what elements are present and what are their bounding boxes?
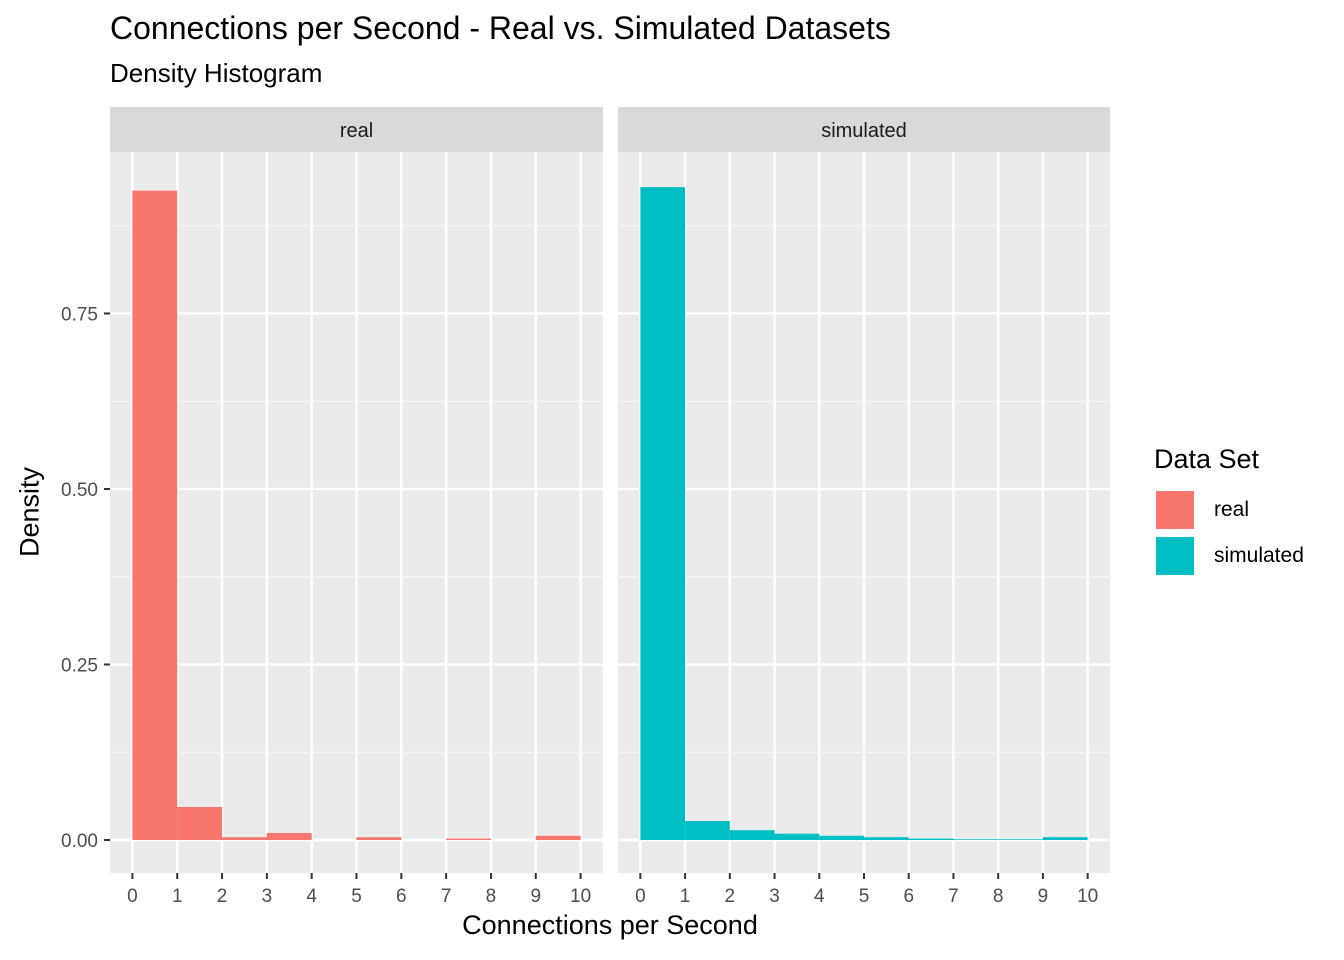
legend-swatch-simulated: [1154, 535, 1196, 577]
x-tick-label: 8: [486, 886, 497, 907]
y-tick-label: 0.50: [61, 480, 98, 501]
x-tick-label: 4: [306, 886, 317, 907]
x-tick-label: 1: [680, 886, 691, 907]
x-tick-label: 1: [172, 886, 183, 907]
facet-strip-real: [110, 107, 603, 152]
bar-simulated: [864, 837, 909, 841]
bar-simulated: [729, 830, 775, 841]
x-tick-label: 6: [903, 886, 914, 907]
y-axis-label: Density: [14, 466, 45, 558]
x-axis-label: Connections per Second: [462, 910, 758, 940]
y-tick-label: 0.00: [61, 831, 98, 852]
y-tick-label: 0.25: [61, 655, 98, 676]
x-tick-label: 0: [635, 886, 646, 907]
facet-strip-label-simulated: simulated: [821, 120, 907, 142]
bar-real: [132, 190, 178, 841]
legend-item-real: real: [1154, 487, 1304, 533]
bar-simulated: [774, 833, 820, 841]
bar-simulated: [953, 839, 999, 841]
bar-real: [535, 835, 581, 841]
bar-simulated: [1042, 837, 1088, 841]
bar-simulated: [685, 821, 730, 841]
facet-strip-label-real: real: [340, 120, 373, 142]
x-tick-label: 4: [814, 886, 825, 907]
legend-title: Data Set: [1154, 444, 1260, 474]
legend-label-simulated: simulated: [1214, 544, 1304, 567]
legend-swatch-real: [1154, 489, 1196, 531]
y-tick-label: 0.75: [61, 304, 98, 325]
x-tick-label: 0: [127, 886, 138, 907]
x-tick-label: 10: [570, 886, 591, 907]
bar-simulated: [640, 187, 686, 841]
x-tick-label: 10: [1077, 886, 1098, 907]
x-tick-label: 3: [262, 886, 273, 907]
x-tick-label: 7: [948, 886, 959, 907]
x-tick-label: 2: [217, 886, 228, 907]
x-tick-label: 9: [530, 886, 541, 907]
x-tick-label: 8: [993, 886, 1004, 907]
x-tick-label: 7: [441, 886, 452, 907]
x-tick-label: 9: [1038, 886, 1049, 907]
facet-strip-simulated: [618, 107, 1110, 152]
bar-real: [222, 837, 267, 841]
legend-label-real: real: [1214, 498, 1250, 521]
legend: Data Set real simulated: [1154, 444, 1304, 579]
x-tick-label: 2: [725, 886, 736, 907]
bar-real: [446, 838, 491, 841]
chart-title: Connections per Second - Real vs. Simula…: [110, 10, 891, 46]
x-tick-label: 3: [769, 886, 780, 907]
bar-simulated: [819, 835, 864, 841]
legend-item-simulated: simulated: [1154, 533, 1304, 579]
bar-simulated: [998, 839, 1043, 841]
x-tick-label: 5: [351, 886, 362, 907]
x-tick-label: 6: [396, 886, 407, 907]
chart-subtitle: Density Histogram: [110, 58, 323, 88]
x-tick-label: 5: [859, 886, 870, 907]
bar-real: [266, 832, 312, 841]
bar-simulated: [908, 838, 954, 841]
bar-real: [356, 837, 402, 841]
bar-real: [177, 807, 223, 841]
